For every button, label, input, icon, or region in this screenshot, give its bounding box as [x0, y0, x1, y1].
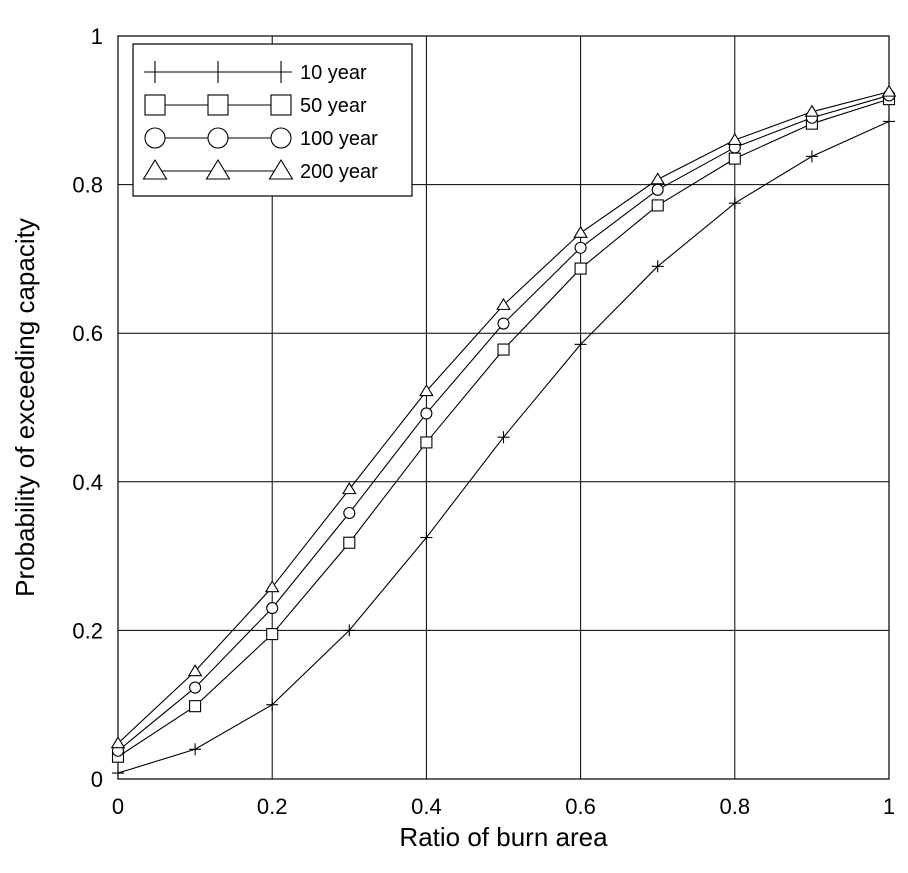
legend-entry: 100 year: [144, 127, 378, 150]
plus-marker: [883, 115, 895, 128]
triangle-marker: [110, 736, 126, 749]
plus-marker: [728, 197, 741, 210]
x-tick-label: 0.4: [411, 794, 442, 819]
square-marker: [728, 152, 741, 165]
triangle-marker: [727, 132, 743, 145]
x-tick-label: 1: [883, 794, 895, 819]
circle-marker: [420, 407, 433, 420]
triangle-marker: [264, 580, 280, 593]
triangle-marker: [142, 158, 168, 180]
triangle-marker: [804, 104, 820, 117]
square-marker: [420, 436, 433, 449]
square-marker: [651, 199, 664, 212]
legend-label: 200 year: [300, 161, 378, 183]
tick-labels: 0 0.2 0.4 0.6 0.8 1 0 0.2 0.4 0.6 0.8 1: [72, 24, 895, 819]
plus-marker: [343, 624, 356, 637]
y-tick-label: 0.2: [72, 618, 103, 643]
plot-frame: [117, 35, 890, 780]
circle-marker: [270, 127, 292, 149]
series-plus: [112, 115, 895, 780]
square-marker: [144, 94, 166, 116]
series-triangle: [110, 84, 897, 749]
triangle-marker: [496, 297, 511, 310]
y-tick-label: 0: [91, 767, 103, 792]
x-tick-label: 0.8: [720, 794, 751, 819]
triangle-marker: [205, 158, 231, 180]
legend-label: 50 year: [300, 95, 367, 117]
plus-marker: [420, 531, 433, 544]
circle-marker: [144, 127, 166, 149]
legend-label: 100 year: [300, 128, 378, 150]
circle-marker: [266, 602, 279, 615]
square-marker: [343, 536, 356, 549]
plus-marker: [270, 61, 292, 83]
circle-marker: [574, 241, 587, 254]
x-axis-title: Ratio of burn area: [399, 822, 608, 852]
x-tick-label: 0: [112, 794, 124, 819]
series-square: [111, 93, 896, 763]
series-layer: [110, 84, 897, 780]
triangle-marker: [268, 158, 294, 180]
plus-marker: [805, 150, 818, 163]
legend-label: 10 year: [300, 62, 367, 84]
series-line: [117, 98, 890, 758]
plus-marker: [207, 61, 229, 83]
circle-marker: [189, 681, 202, 694]
legend: 10 year 50 year 100 year 200 year: [132, 43, 413, 197]
legend-entry: 10 year: [144, 61, 367, 84]
y-tick-label: 1: [91, 24, 103, 49]
y-axis-title: Probability of exceeding capacity: [10, 218, 40, 597]
y-tick-label: 0.6: [72, 321, 103, 346]
triangle-marker: [650, 172, 666, 185]
plus-marker: [266, 698, 279, 711]
triangle-marker: [573, 225, 588, 238]
square-marker: [497, 343, 510, 356]
square-marker: [207, 94, 229, 116]
triangle-marker: [187, 664, 203, 677]
plus-marker: [651, 260, 664, 273]
x-tick-label: 0.6: [565, 794, 596, 819]
circle-marker: [343, 506, 356, 520]
circle-marker: [651, 183, 664, 196]
square-marker: [574, 262, 587, 275]
plus-marker: [144, 61, 166, 83]
x-tick-label: 0.2: [257, 794, 288, 819]
square-marker: [266, 628, 279, 641]
series-line: [117, 120, 890, 774]
legend-entry: 200 year: [142, 158, 378, 183]
plus-marker: [574, 338, 587, 351]
y-tick-label: 0.8: [72, 173, 103, 198]
circle-marker: [207, 127, 229, 149]
triangle-marker: [341, 482, 357, 495]
circle-marker: [497, 317, 510, 330]
triangle-marker: [881, 84, 897, 97]
y-tick-label: 0.4: [72, 470, 103, 495]
plus-marker: [497, 431, 510, 444]
plus-marker: [112, 767, 124, 780]
triangle-marker: [419, 384, 434, 397]
plus-marker: [189, 743, 202, 756]
square-marker: [270, 94, 292, 116]
legend-entry: 50 year: [144, 94, 367, 117]
square-marker: [189, 700, 202, 713]
